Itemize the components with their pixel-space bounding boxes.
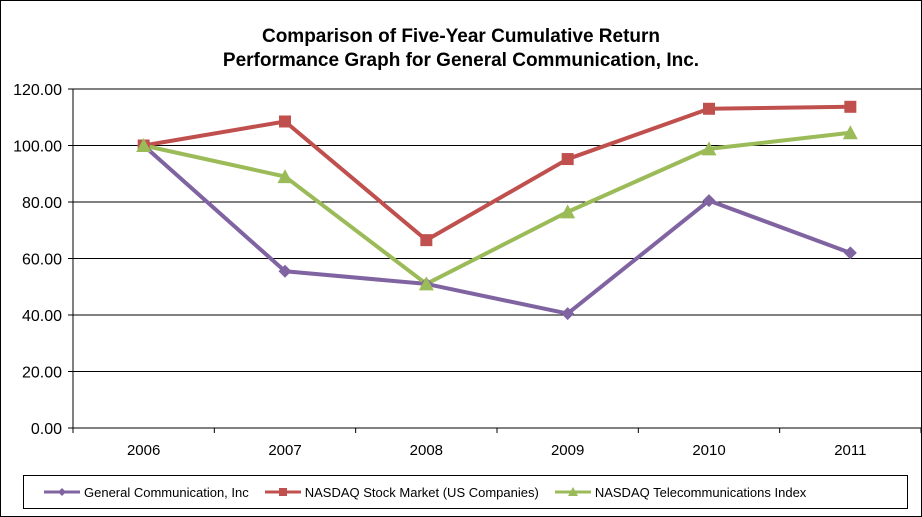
- y-tick-label: 100.00: [13, 139, 62, 156]
- y-tick-label: 0.00: [31, 421, 62, 438]
- data-point-triangle: [701, 141, 717, 156]
- legend-swatch: [264, 488, 301, 496]
- data-point-triangle: [842, 125, 858, 140]
- series-line: [143, 130, 851, 286]
- data-point-square: [561, 153, 574, 166]
- x-tick-label: 2006: [127, 442, 160, 459]
- data-point-diamond: [58, 488, 66, 496]
- series-line: [142, 144, 852, 316]
- legend-item: NASDAQ Stock Market (US Companies): [263, 485, 539, 500]
- data-point-triangle: [277, 169, 293, 184]
- data-point-square: [420, 234, 433, 247]
- data-point-diamond: [278, 264, 292, 278]
- y-tick-label: 80.00: [22, 195, 62, 212]
- legend-swatch: [554, 487, 591, 496]
- x-tick-label: 2011: [834, 442, 866, 459]
- chart-title-line-1: Comparison of Five-Year Cumulative Retur…: [261, 26, 661, 47]
- data-point-triangle: [567, 487, 578, 496]
- legend-swatch: [44, 488, 80, 496]
- data-point-diamond: [702, 194, 716, 208]
- x-tick-label: 2008: [410, 442, 443, 459]
- data-point-triangle: [560, 204, 576, 219]
- y-tick-label: 120.00: [13, 82, 62, 99]
- data-point-triangle: [136, 138, 152, 152]
- y-tick-label: 20.00: [22, 365, 62, 382]
- x-tick-label: 2010: [692, 442, 725, 459]
- legend-item: NASDAQ Telecommunications Index: [553, 485, 806, 500]
- y-tick-label: 40.00: [22, 308, 62, 325]
- legend-label: NASDAQ Stock Market (US Companies): [304, 484, 539, 500]
- data-point-square: [844, 100, 857, 113]
- data-point-square: [703, 102, 715, 115]
- data-point-square: [279, 115, 291, 128]
- data-point-diamond: [561, 307, 575, 321]
- legend-item: General Communication, Inc: [42, 485, 249, 500]
- chart-plot: 0.00 20.00 40.00 60.00 80.00 100.00 120.00 2006…: [13, 82, 921, 459]
- chart-legend: General Communication, Inc NASDAQ Stock M…: [23, 475, 908, 509]
- x-tick-label: 2007: [268, 442, 301, 459]
- data-point-square: [278, 488, 287, 496]
- y-tick-label: 60.00: [22, 252, 62, 269]
- legend-label: General Communication, Inc: [84, 484, 249, 500]
- data-point-diamond: [843, 246, 857, 260]
- chart-title: Comparison of Five-Year Cumulative Retur…: [1, 25, 921, 73]
- series-line: [143, 104, 851, 243]
- legend-label: NASDAQ Telecommunications Index: [594, 484, 807, 500]
- data-point-triangle: [418, 276, 434, 291]
- x-tick-label: 2009: [551, 442, 584, 459]
- chart-title-line-2: Performance Graph for General Communicat…: [222, 50, 700, 71]
